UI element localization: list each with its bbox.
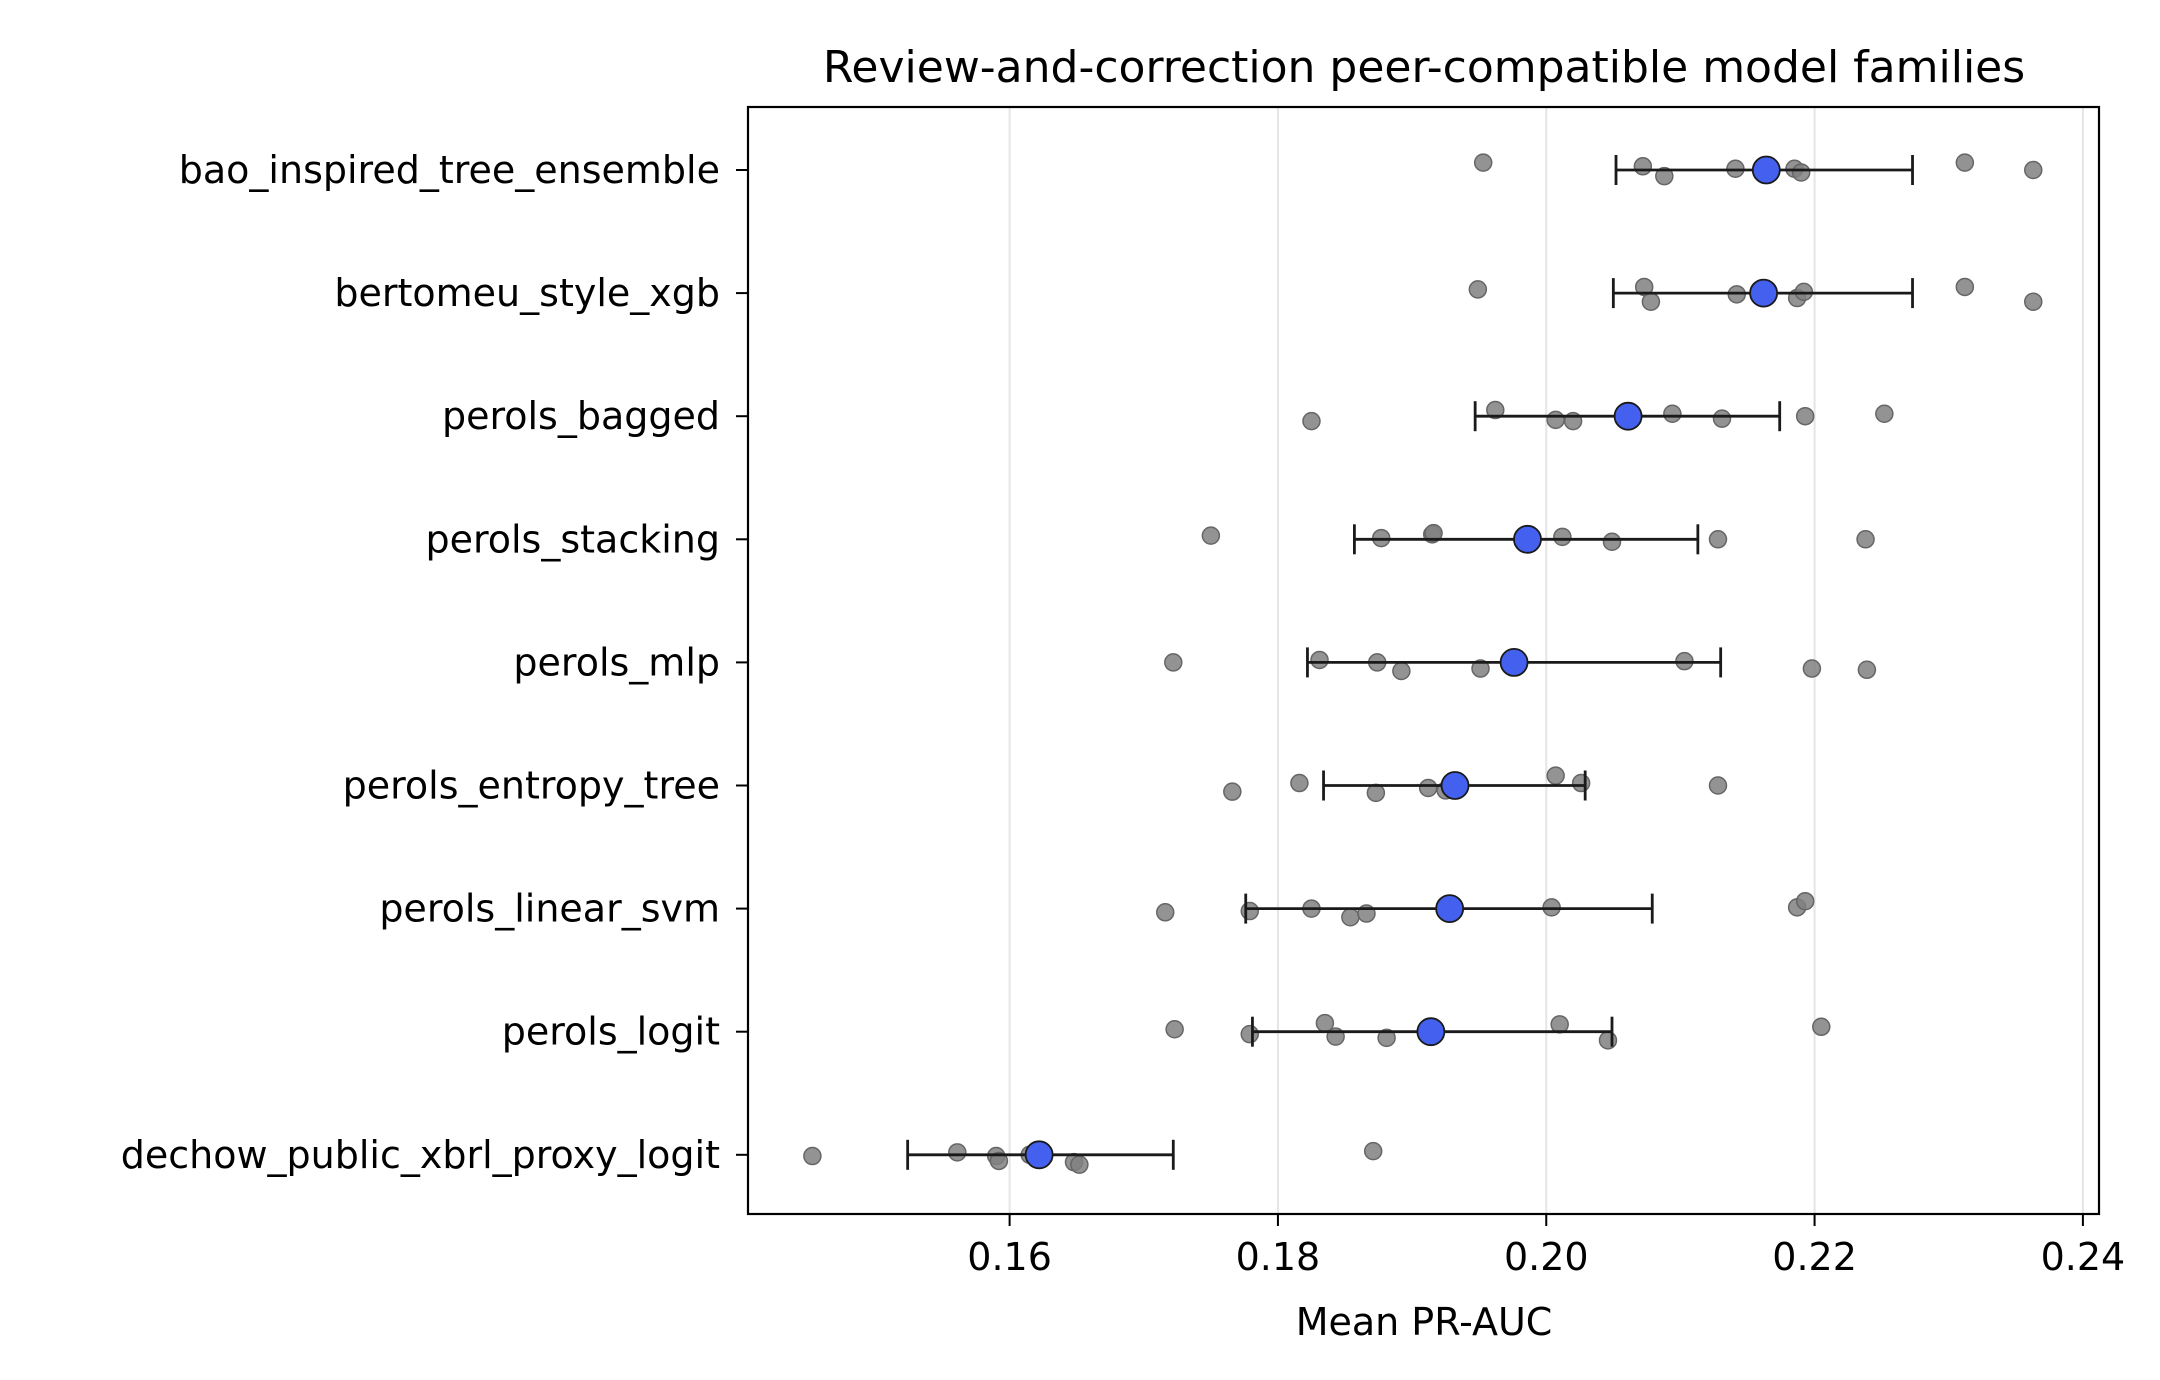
data-point [1486, 400, 1505, 420]
data-point [1955, 153, 1975, 172]
data-point [1708, 530, 1728, 549]
data-point [1310, 650, 1329, 670]
mean-marker [1751, 155, 1781, 185]
category-label: dechow_public_xbrl_proxy_logit [121, 1133, 720, 1177]
category-label: perols_stacking [425, 517, 720, 561]
chart-title: Review-and-correction peer-compatible mo… [823, 42, 2025, 93]
data-point [1165, 1019, 1184, 1039]
data-point [1418, 778, 1438, 798]
data-point [1712, 409, 1732, 428]
category-label: bertomeu_style_xgb [334, 271, 720, 315]
data-point [1550, 1015, 1569, 1034]
data-point [1802, 659, 1822, 678]
category-label: perols_mlp [513, 640, 720, 684]
x-tick-label: 0.20 [1504, 1235, 1589, 1279]
data-point [1571, 773, 1591, 793]
data-point [989, 1151, 1009, 1171]
data-point [2024, 160, 2043, 180]
data-point [2024, 292, 2043, 311]
data-point [1663, 404, 1682, 423]
plot-frame [746, 105, 2101, 1216]
data-point [1955, 277, 1975, 297]
data-point [1856, 530, 1875, 549]
data-point [1598, 1031, 1618, 1050]
data-point [1857, 660, 1877, 680]
data-point [1546, 410, 1565, 430]
data-point [1392, 661, 1411, 681]
data-point [1424, 523, 1443, 543]
data-point [1302, 411, 1321, 431]
data-point [1240, 901, 1260, 921]
series-layer [803, 153, 2043, 1174]
data-point [1708, 776, 1728, 795]
data-point [1290, 773, 1309, 793]
data-point [1602, 532, 1622, 552]
data-point [1471, 659, 1490, 678]
data-point [1553, 527, 1572, 547]
data-point [1341, 907, 1360, 927]
category-label: perols_linear_svm [379, 887, 720, 931]
data-point [1875, 404, 1894, 423]
mean-marker [1440, 771, 1470, 800]
data-point [1155, 903, 1175, 922]
mean-marker [1513, 524, 1542, 554]
x-tick-label: 0.22 [1772, 1235, 1857, 1279]
data-point [1641, 292, 1661, 311]
x-tick-label: 0.18 [1236, 1235, 1321, 1279]
data-point [1363, 1141, 1383, 1161]
data-point [1795, 891, 1815, 911]
data-point [1377, 1028, 1396, 1048]
x-tick-label: 0.24 [2041, 1235, 2126, 1279]
data-point [1473, 153, 1493, 172]
category-label: bao_inspired_tree_ensemble [179, 148, 720, 192]
data-point [948, 1143, 967, 1162]
category-label: perols_entropy_tree [343, 764, 720, 808]
mean-marker [1499, 648, 1529, 677]
data-point [1223, 782, 1242, 801]
mean-marker [1435, 894, 1465, 923]
mean-marker [1613, 401, 1643, 431]
data-point [1201, 526, 1221, 545]
data-point [1795, 406, 1815, 426]
x-tick-label: 0.16 [967, 1235, 1052, 1279]
data-point [1791, 163, 1811, 182]
data-point [1468, 280, 1488, 299]
data-point [803, 1146, 822, 1166]
axes: 0.16 0.18 0.20 0.22 0.24 bao_inspired_tree_en… [121, 148, 2125, 1279]
data-point [1546, 766, 1565, 785]
mean-marker [1749, 278, 1778, 308]
category-label: perols_bagged [442, 394, 720, 438]
data-point [1070, 1155, 1089, 1174]
data-point [1655, 166, 1674, 186]
x-axis-title: Mean PR-AUC [1296, 1300, 1553, 1344]
data-point [1812, 1017, 1831, 1037]
data-point [1366, 783, 1386, 803]
data-point [1240, 1024, 1260, 1044]
mean-marker [1024, 1140, 1054, 1170]
mean-marker [1416, 1017, 1446, 1047]
category-label: perols_logit [502, 1010, 720, 1054]
data-point [1164, 653, 1183, 672]
data-point [1633, 157, 1653, 176]
